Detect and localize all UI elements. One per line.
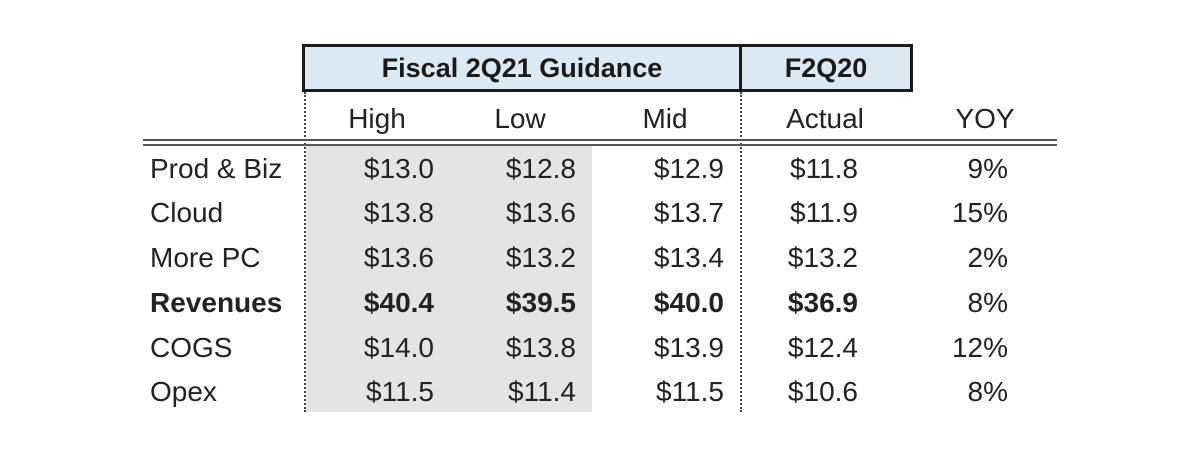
guidance-shaded-region bbox=[306, 146, 592, 412]
cell-cogs-mid: $13.9 bbox=[653, 332, 724, 363]
dotted-divider-left bbox=[304, 92, 306, 412]
cell-more-pc-actual: $13.2 bbox=[787, 242, 858, 273]
guidance-header-box: Fiscal 2Q21 Guidance bbox=[302, 44, 742, 92]
cell-cloud-mid: $13.7 bbox=[653, 197, 724, 228]
header-double-rule-top bbox=[143, 139, 1057, 141]
cell-prod-biz-high: $13.0 bbox=[363, 153, 434, 184]
column-header-high: High bbox=[348, 103, 406, 134]
cell-more-pc-yoy: 2% bbox=[967, 242, 1008, 273]
guidance-header-title: Fiscal 2Q21 Guidance bbox=[381, 52, 663, 83]
cell-opex-actual: $10.6 bbox=[787, 376, 858, 407]
cell-cogs-actual: $12.4 bbox=[787, 332, 858, 363]
cell-revenues-low: $39.5 bbox=[505, 287, 576, 318]
column-header-mid: Mid bbox=[642, 103, 688, 134]
row-label-opex: Opex bbox=[150, 376, 217, 407]
cell-revenues-high: $40.4 bbox=[363, 287, 434, 318]
cell-prod-biz-yoy: 9% bbox=[967, 153, 1008, 184]
dotted-divider-mid bbox=[740, 92, 742, 412]
cell-cloud-high: $13.8 bbox=[363, 197, 434, 228]
cell-opex-yoy: 8% bbox=[967, 376, 1008, 407]
cell-more-pc-mid: $13.4 bbox=[653, 242, 724, 273]
header-double-rule-bottom bbox=[143, 144, 1057, 146]
row-label-revenues: Revenues bbox=[150, 287, 283, 318]
cell-cogs-low: $13.8 bbox=[505, 332, 576, 363]
prior-year-header-title: F2Q20 bbox=[784, 52, 868, 83]
cell-opex-mid: $11.5 bbox=[656, 376, 724, 407]
cell-prod-biz-low: $12.8 bbox=[505, 153, 576, 184]
cell-more-pc-low: $13.2 bbox=[505, 242, 576, 273]
prior-year-header-box: F2Q20 bbox=[739, 44, 913, 92]
column-header-actual: Actual bbox=[786, 103, 864, 134]
column-header-yoy: YOY bbox=[955, 103, 1015, 134]
cell-cloud-actual: $11.9 bbox=[790, 197, 858, 228]
cell-prod-biz-actual: $11.8 bbox=[790, 153, 858, 184]
cell-opex-low: $11.4 bbox=[508, 376, 576, 407]
row-label-cloud: Cloud bbox=[150, 197, 224, 228]
cell-revenues-yoy: 8% bbox=[967, 287, 1008, 318]
cell-more-pc-high: $13.6 bbox=[363, 242, 434, 273]
cell-revenues-actual: $36.9 bbox=[787, 287, 858, 318]
cell-opex-high: $11.5 bbox=[366, 376, 434, 407]
cell-cogs-high: $14.0 bbox=[363, 332, 434, 363]
cell-cogs-yoy: 12% bbox=[951, 332, 1008, 363]
cell-cloud-yoy: 15% bbox=[951, 197, 1008, 228]
row-label-prod-biz: Prod & Biz bbox=[150, 153, 283, 184]
cell-prod-biz-mid: $12.9 bbox=[653, 153, 724, 184]
row-label-more-pc: More PC bbox=[150, 242, 261, 273]
cell-cloud-low: $13.6 bbox=[505, 197, 576, 228]
row-label-cogs: COGS bbox=[150, 332, 233, 363]
column-header-low: Low bbox=[494, 103, 546, 134]
cell-revenues-mid: $40.0 bbox=[653, 287, 724, 318]
